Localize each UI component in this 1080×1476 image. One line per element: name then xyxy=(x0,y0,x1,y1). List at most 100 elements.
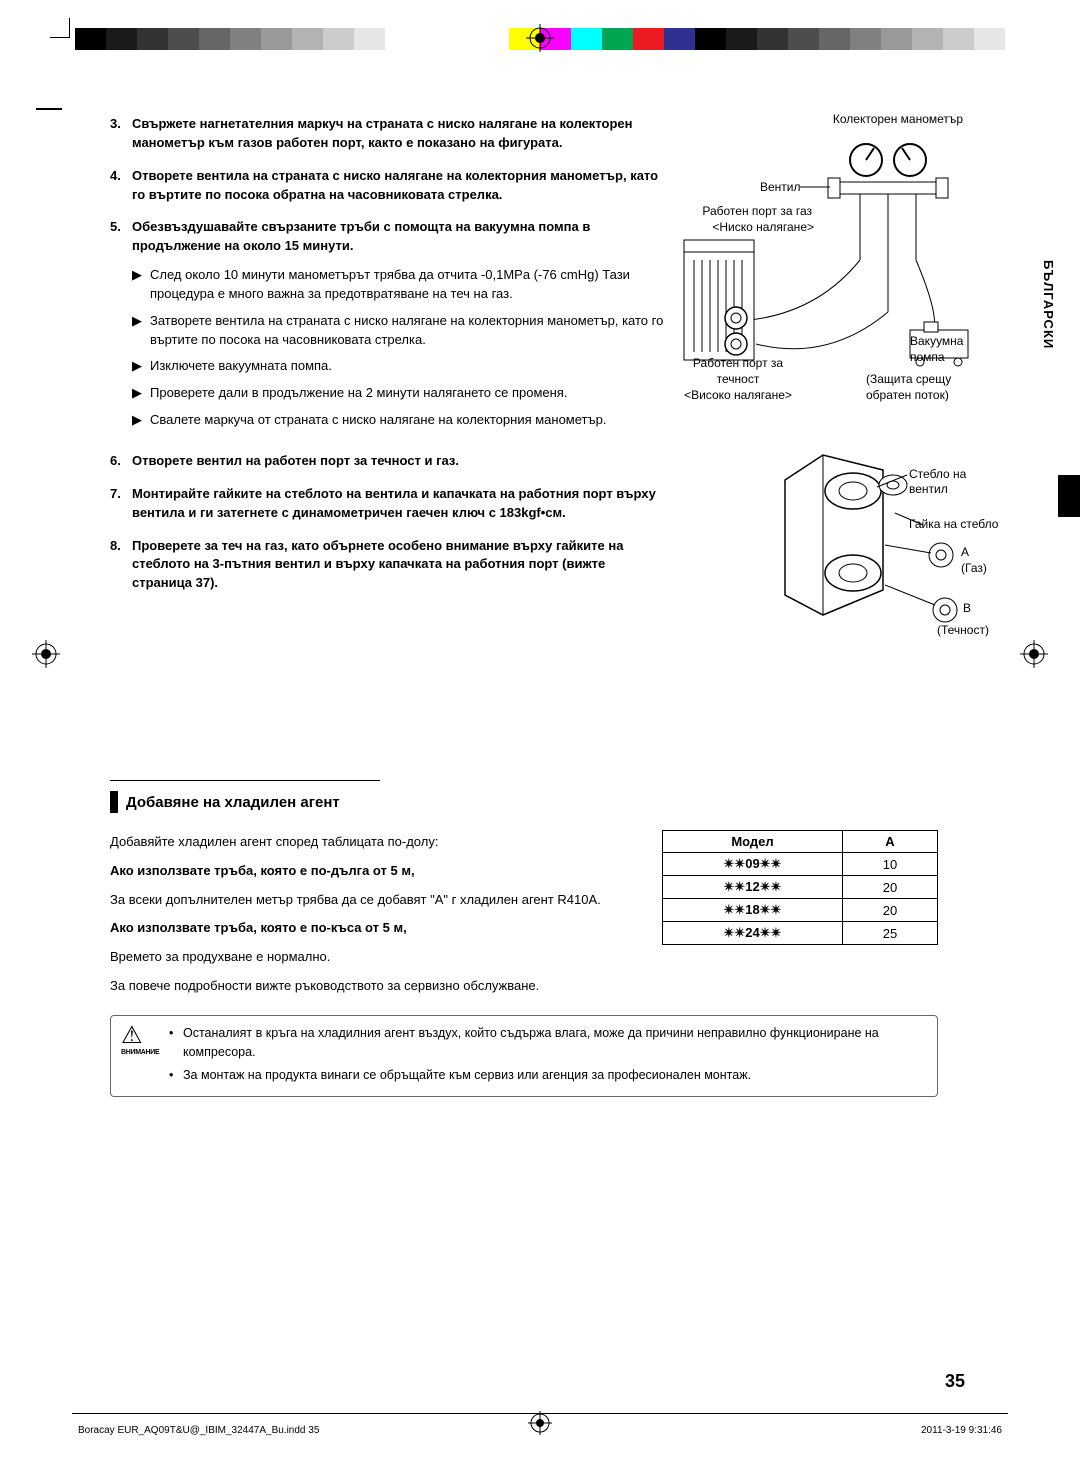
side-index-tab xyxy=(1058,475,1080,517)
step-item: 5.Обезвъздушавайте свързаните тръби с по… xyxy=(110,218,665,438)
color-swatch xyxy=(695,28,726,50)
b2-p5: Времето за продухване е нормално. xyxy=(110,947,640,968)
color-swatch xyxy=(819,28,850,50)
fig1-label-vac2: помпа xyxy=(910,350,945,365)
color-swatch xyxy=(230,28,261,50)
fig1-label-lowpress: <Ниско налягане> xyxy=(678,220,814,235)
color-swatch xyxy=(447,28,478,50)
b2-p3: За всеки допълнителен метър трябва да се… xyxy=(110,890,640,911)
color-swatch xyxy=(323,28,354,50)
fig1-label-gasport: Работен порт за газ xyxy=(676,204,812,219)
sub-item: ▶Проверете дали в продължение на 2 минут… xyxy=(132,384,665,403)
sub-item: ▶Изключете вакуумната помпа. xyxy=(132,357,665,376)
arrow-icon: ▶ xyxy=(132,411,150,430)
color-swatch xyxy=(788,28,819,50)
warning-icon: ⚠ xyxy=(121,1024,169,1048)
color-swatch xyxy=(757,28,788,50)
color-swatch xyxy=(168,28,199,50)
step-number: 3. xyxy=(110,115,132,153)
table-row: ✴✴09✴✴10 xyxy=(663,853,938,876)
caution-box: ⚠ ВНИМАНИЕ •Останалият в кръга на хладил… xyxy=(110,1015,938,1097)
step-text: Отворете вентила на страната с ниско нал… xyxy=(132,167,665,205)
color-swatch xyxy=(664,28,695,50)
registration-mark-top xyxy=(526,24,554,55)
sub-item: ▶След около 10 минути манометърът трябва… xyxy=(132,266,665,304)
step-number: 5. xyxy=(110,218,132,438)
fig2-label-gas: (Газ) xyxy=(961,561,987,576)
step-number: 4. xyxy=(110,167,132,205)
color-swatch xyxy=(943,28,974,50)
fig2-label-stem: Стебло на вентил xyxy=(909,467,1000,497)
instruction-steps: 3.Свържете нагнетателния маркуч на стран… xyxy=(110,115,665,607)
color-swatch xyxy=(881,28,912,50)
color-swatch xyxy=(912,28,943,50)
table-row: ✴✴18✴✴20 xyxy=(663,899,938,922)
step-number: 8. xyxy=(110,537,132,594)
b2-p2: Ако използвате тръба, която е по-дълга о… xyxy=(110,861,640,882)
registration-mark-bottom xyxy=(528,1411,552,1438)
arrow-icon: ▶ xyxy=(132,384,150,403)
arrow-icon: ▶ xyxy=(132,266,150,304)
sub-item: ▶Затворете вентила на страната с ниско н… xyxy=(132,312,665,350)
arrow-icon: ▶ xyxy=(132,312,150,350)
refrigerant-table: Модел A ✴✴09✴✴10 ✴✴12✴✴20 ✴✴18✴✴20 ✴✴24✴… xyxy=(662,830,938,945)
table-row: ✴✴24✴✴25 xyxy=(663,922,938,945)
color-swatch xyxy=(137,28,168,50)
color-swatch xyxy=(106,28,137,50)
step-item: 3.Свържете нагнетателния маркуч на стран… xyxy=(110,115,665,153)
fig1-label-liqport1: Работен порт за xyxy=(678,356,798,371)
sub-text: Свалете маркуча от страната с ниско наля… xyxy=(150,411,606,430)
fig-manifold-gauge: Колекторен манометър Вентил Работен порт… xyxy=(678,112,996,412)
fig1-label-liqport2: течност xyxy=(678,372,798,387)
step-text: Проверете за теч на газ, като обърнете о… xyxy=(132,537,665,594)
color-swatch xyxy=(974,28,1005,50)
refrigerant-body: Добавяйте хладилен агент според таблицат… xyxy=(110,832,640,1005)
fig2-label-a: A xyxy=(961,545,969,560)
color-swatch xyxy=(633,28,664,50)
caution-item: •За монтаж на продукта винаги се обръщай… xyxy=(169,1066,927,1085)
sub-text: След около 10 минути манометърът трябва … xyxy=(150,266,665,304)
heading-rule xyxy=(110,780,380,781)
step-item: 7.Монтирайте гайките на стеблото на вент… xyxy=(110,485,665,523)
step-text: Отворете вентил на работен порт за течно… xyxy=(132,452,665,471)
b2-p6: За повече подробности вижте ръководствот… xyxy=(110,976,640,997)
sub-text: Затворете вентила на страната с ниско на… xyxy=(150,312,665,350)
crop-mark-tl xyxy=(50,18,70,38)
fig2-label-nut: Гайка на стебло xyxy=(909,517,998,532)
color-swatch xyxy=(726,28,757,50)
sub-list: ▶След около 10 минути манометърът трябва… xyxy=(132,266,665,430)
color-swatch xyxy=(416,28,447,50)
color-swatch xyxy=(385,28,416,50)
fig-valve-detail: Стебло на вентил Гайка на стебло A (Газ)… xyxy=(775,445,1000,650)
color-swatch xyxy=(75,28,106,50)
fig1-label-manifold: Колекторен манометър xyxy=(818,112,978,127)
page-number: 35 xyxy=(945,1371,965,1392)
section-heading: Добавяне на хладилен агент xyxy=(110,780,665,813)
fig1-label-protect1: (Защита срещу xyxy=(866,372,951,387)
step-text: Монтирайте гайките на стеблото на вентил… xyxy=(132,485,665,523)
fig2-label-liq: (Течност) xyxy=(937,623,989,638)
color-swatch xyxy=(571,28,602,50)
registration-mark-left xyxy=(32,640,60,671)
color-swatch xyxy=(292,28,323,50)
fig2-label-b: B xyxy=(963,601,971,616)
step-number: 6. xyxy=(110,452,132,471)
top-registration-row xyxy=(50,28,1030,58)
b2-p1: Добавяйте хладилен агент според таблицат… xyxy=(110,832,640,853)
color-swatch xyxy=(354,28,385,50)
color-swatch xyxy=(478,28,509,50)
fig1-label-protect2: обратен поток) xyxy=(866,388,949,403)
sub-text: Проверете дали в продължение на 2 минути… xyxy=(150,384,567,403)
caution-item: •Останалият в кръга на хладилния агент в… xyxy=(169,1024,927,1062)
sub-text: Изключете вакуумната помпа. xyxy=(150,357,332,376)
sub-item: ▶Свалете маркуча от страната с ниско нал… xyxy=(132,411,665,430)
step-text: Свържете нагнетателния маркуч на странат… xyxy=(132,115,665,153)
color-swatch xyxy=(261,28,292,50)
arrow-icon: ▶ xyxy=(132,357,150,376)
warning-label: ВНИМАНИЕ xyxy=(121,1048,169,1059)
heading-bar xyxy=(110,791,118,813)
fig1-label-valve: Вентил xyxy=(760,180,801,195)
footer-timestamp: 2011-3-19 9:31:46 xyxy=(921,1425,1002,1436)
color-swatch xyxy=(199,28,230,50)
registration-mark-right xyxy=(1020,640,1048,671)
